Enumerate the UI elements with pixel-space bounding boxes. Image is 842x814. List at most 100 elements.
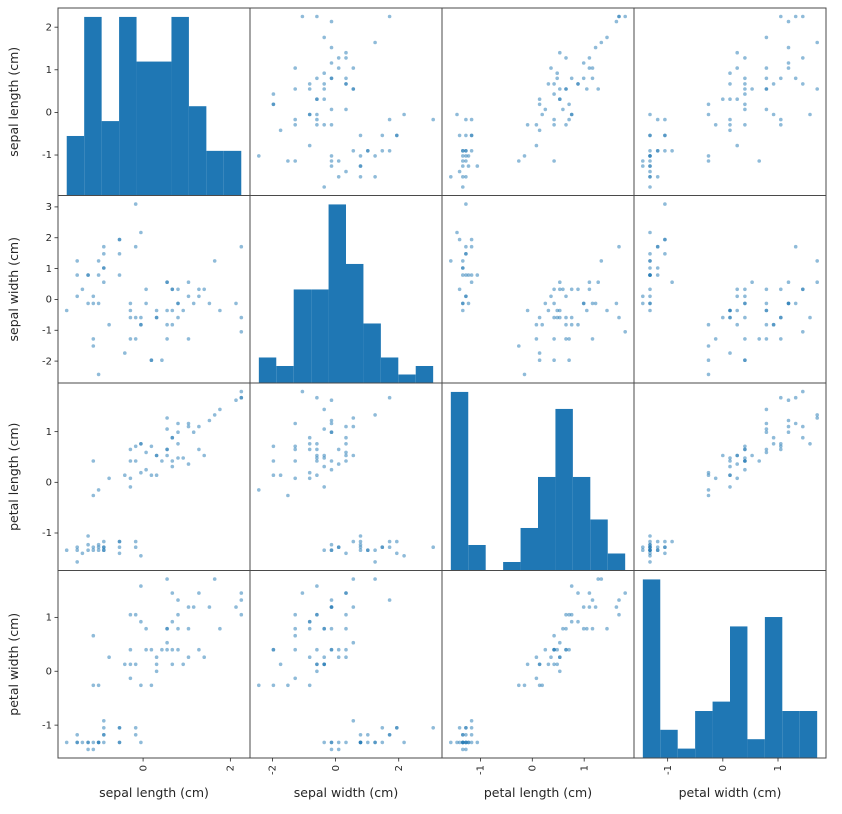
data-point [596, 280, 600, 285]
data-point [186, 626, 191, 631]
data-point [102, 548, 106, 552]
data-point [663, 551, 667, 556]
data-point [315, 612, 319, 617]
data-point [648, 554, 652, 558]
data-point [107, 655, 111, 659]
data-point [133, 539, 138, 544]
data-point [197, 287, 201, 292]
data-point [344, 442, 348, 446]
data-point [648, 185, 652, 189]
data-point [517, 344, 521, 348]
hist-bar [84, 16, 102, 196]
data-point [464, 159, 468, 163]
data-point [358, 175, 363, 179]
data-point [186, 424, 191, 429]
data-point [808, 112, 812, 117]
data-point [86, 740, 90, 745]
data-point [567, 612, 571, 617]
data-point [793, 421, 798, 426]
data-point [466, 301, 471, 306]
data-point [64, 740, 69, 745]
data-point [271, 473, 276, 478]
data-point [648, 154, 652, 158]
data-point [552, 287, 556, 292]
data-point [764, 87, 769, 91]
data-point [464, 747, 468, 752]
data-point [793, 395, 798, 400]
data-point [558, 315, 562, 320]
data-point [543, 301, 548, 306]
data-point [764, 287, 769, 292]
data-point [329, 45, 334, 50]
data-point [286, 683, 290, 688]
data-point [128, 662, 133, 667]
data-point [165, 416, 169, 420]
data-point [329, 154, 334, 158]
data-point [558, 50, 562, 55]
data-point [102, 244, 106, 249]
data-point [706, 322, 711, 327]
data-point [358, 534, 363, 538]
data-point [466, 740, 471, 745]
hist-bar [747, 739, 765, 758]
data-point [149, 444, 154, 449]
data-point [461, 747, 465, 752]
data-point [387, 14, 392, 19]
data-point [567, 358, 571, 363]
data-point [315, 669, 319, 674]
data-point [743, 467, 747, 472]
data-point [351, 719, 356, 723]
data-point [596, 577, 600, 581]
data-point [344, 82, 348, 86]
data-point [322, 453, 327, 458]
data-point [86, 548, 90, 552]
data-point [552, 358, 556, 363]
data-point [461, 273, 465, 277]
data-point [149, 683, 154, 688]
data-point [139, 230, 143, 235]
data-point [564, 87, 568, 91]
data-point [648, 301, 652, 306]
data-point [546, 308, 551, 313]
data-point [525, 662, 530, 667]
data-point [648, 175, 652, 179]
data-point [593, 45, 598, 50]
data-point [186, 280, 191, 285]
data-point [165, 647, 169, 652]
hist-bar [223, 150, 242, 196]
data-point [91, 747, 96, 752]
data-point [91, 545, 96, 549]
data-point [293, 87, 298, 91]
data-point [567, 647, 571, 652]
data-point [307, 619, 312, 624]
data-point [779, 117, 783, 122]
data-point [234, 398, 238, 403]
data-point [750, 280, 754, 285]
data-point [648, 266, 652, 270]
data-point [648, 252, 652, 256]
data-point [757, 159, 761, 163]
data-point [534, 123, 539, 127]
data-point [648, 548, 652, 552]
data-point [564, 647, 568, 652]
data-point [315, 647, 319, 652]
data-point [307, 683, 312, 688]
data-point [329, 107, 334, 112]
data-point [329, 123, 334, 127]
data-point [176, 598, 180, 602]
data-point [464, 244, 468, 249]
data-point [96, 542, 101, 547]
data-point [522, 683, 527, 688]
data-point [590, 598, 595, 602]
data-point [587, 56, 592, 60]
data-point [581, 626, 586, 631]
data-point [706, 102, 711, 107]
data-point [617, 612, 621, 617]
data-point [329, 459, 334, 463]
data-point [567, 337, 571, 341]
data-point [380, 149, 385, 153]
data-point [587, 66, 592, 70]
data-point [373, 577, 377, 581]
data-point [139, 619, 143, 624]
data-point [351, 149, 356, 153]
